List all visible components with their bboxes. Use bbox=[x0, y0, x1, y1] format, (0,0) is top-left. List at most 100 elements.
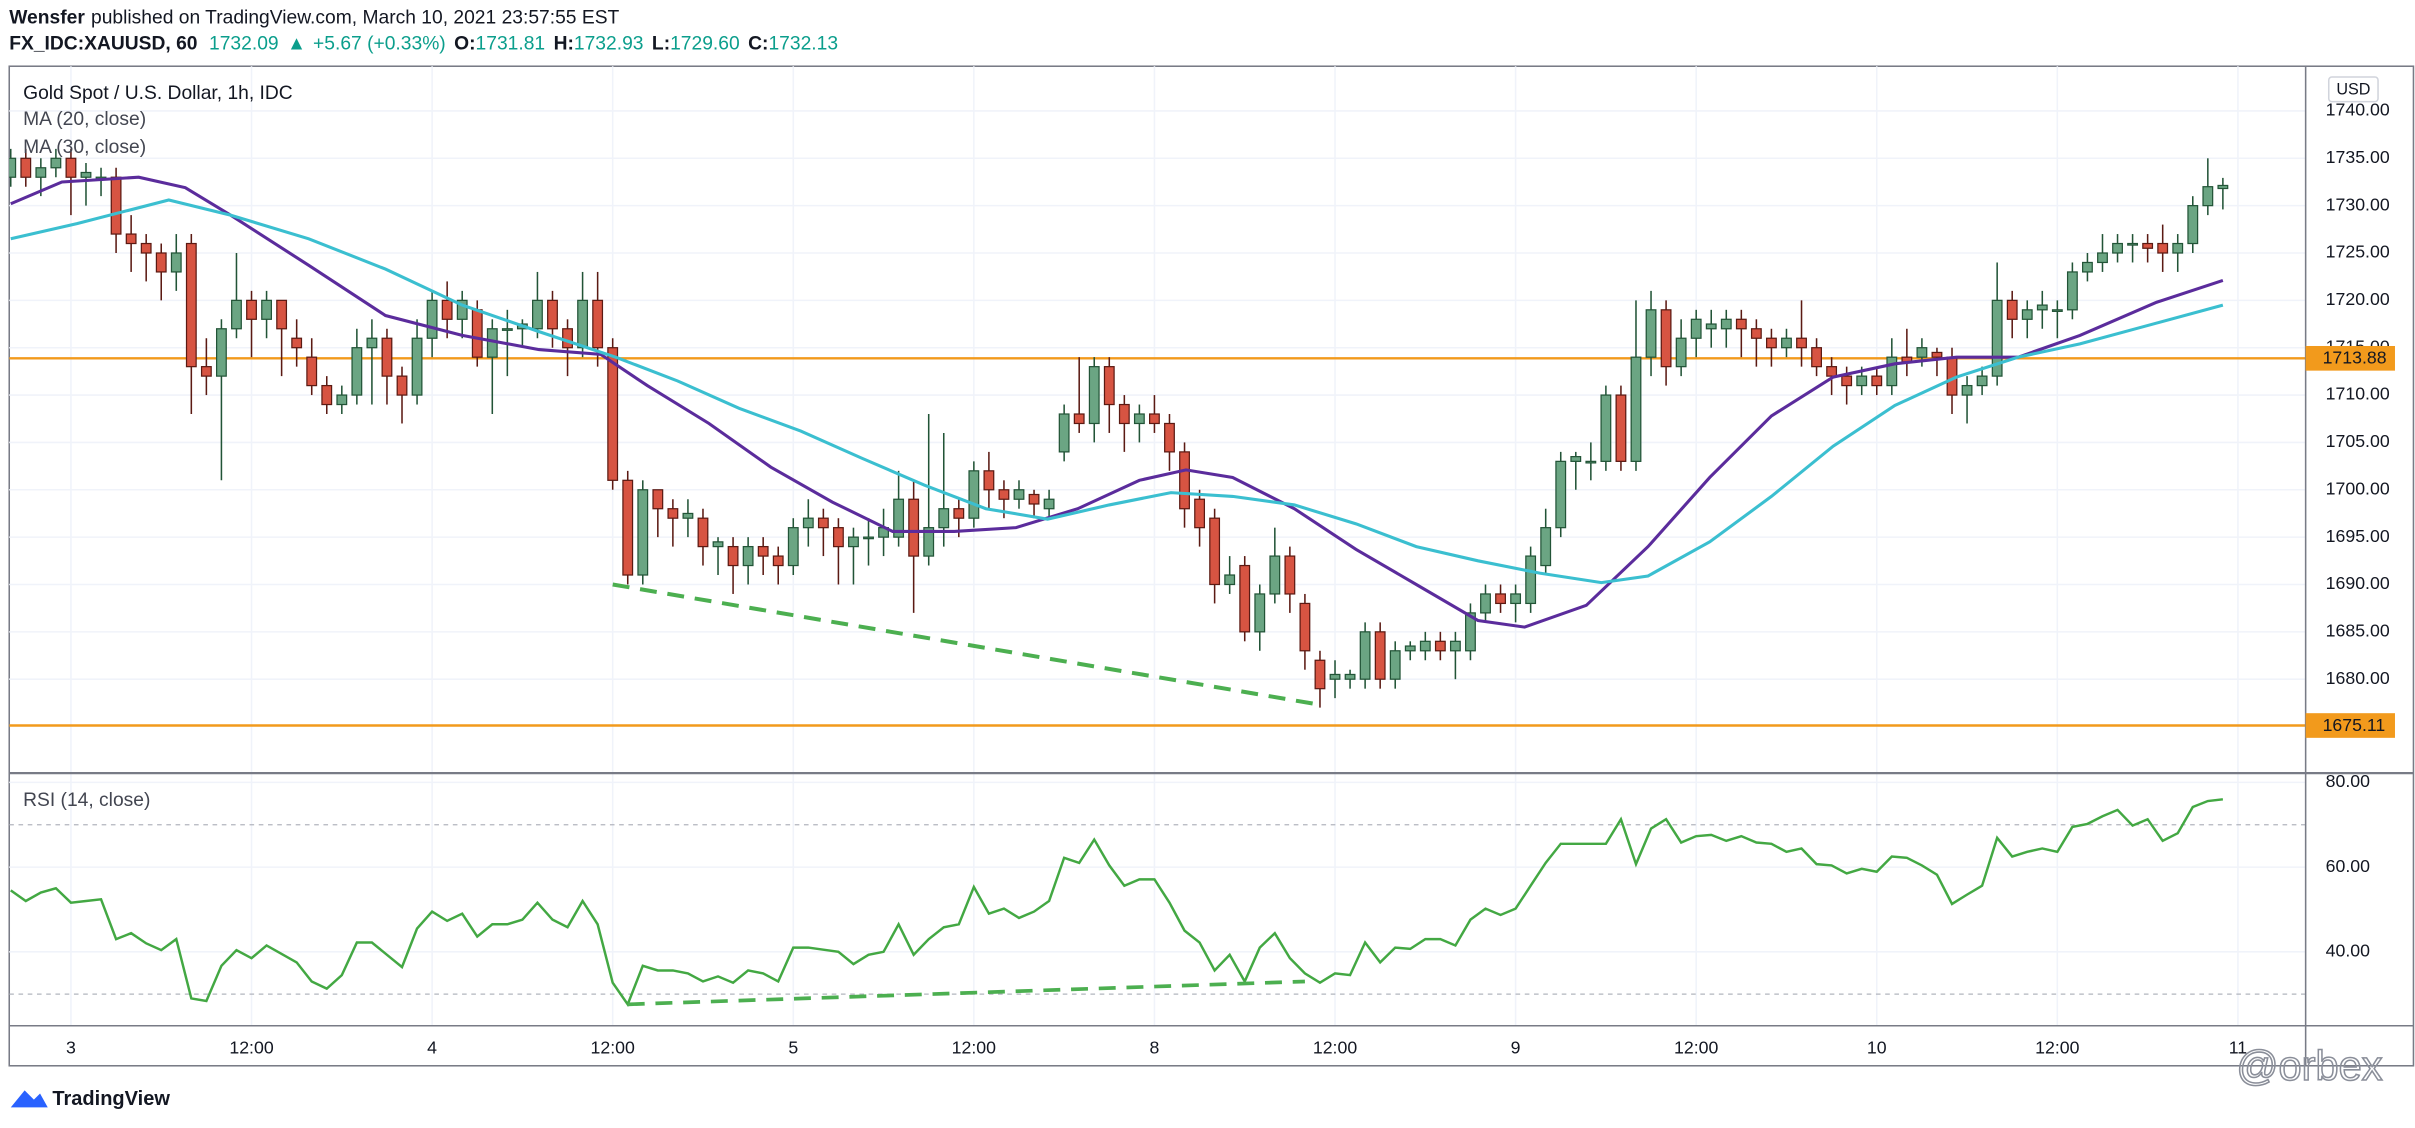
last-price: 1732.09 bbox=[209, 34, 279, 55]
watermark: @orbex bbox=[2236, 1042, 2382, 1089]
candle-body bbox=[336, 394, 348, 406]
candle-body bbox=[200, 366, 212, 377]
y-tick-label: 1690.00 bbox=[2326, 573, 2390, 593]
grid bbox=[9, 66, 2306, 1026]
candle-body bbox=[1389, 650, 1401, 680]
candle-body bbox=[1660, 309, 1672, 368]
candle-body bbox=[1149, 413, 1160, 425]
y-tick-label: 1695.00 bbox=[2326, 526, 2390, 546]
candle-body bbox=[2021, 309, 2033, 320]
currency-box bbox=[2327, 76, 2379, 103]
candle-body bbox=[1540, 527, 1552, 567]
logo-icon bbox=[10, 1090, 48, 1108]
candle-body bbox=[742, 545, 754, 567]
candle-body bbox=[2036, 304, 2048, 311]
candle-body bbox=[592, 299, 604, 349]
x-tick-label: 12:00 bbox=[952, 1038, 996, 1058]
candle-body bbox=[381, 337, 393, 377]
candle-body bbox=[1374, 631, 1386, 680]
candle-body bbox=[607, 347, 619, 481]
candle-body bbox=[110, 176, 122, 235]
candle-body bbox=[1194, 498, 1206, 529]
ohlc-key: O: bbox=[454, 34, 475, 55]
candle-body bbox=[9, 157, 17, 178]
x-tick-label: 9 bbox=[1511, 1038, 1521, 1058]
candle-body bbox=[125, 233, 137, 245]
candle-body bbox=[1796, 337, 1807, 349]
candle-body bbox=[351, 347, 363, 396]
candle-body bbox=[1750, 328, 1762, 339]
ma-legend: MA (20, close) bbox=[23, 109, 146, 130]
candle-body bbox=[1239, 564, 1251, 633]
candle-body bbox=[411, 337, 423, 396]
x-tick-label: 12:00 bbox=[2035, 1038, 2079, 1058]
candle-body bbox=[1705, 323, 1717, 330]
rsi-legend: RSI (14, close) bbox=[23, 790, 150, 811]
candle-body bbox=[1103, 366, 1115, 406]
candle-body bbox=[697, 517, 709, 548]
candle-body bbox=[261, 299, 273, 320]
candle-body bbox=[1043, 498, 1055, 510]
candle-body bbox=[1555, 460, 1567, 529]
candle-body bbox=[1630, 356, 1642, 462]
y-tick-label: 1735.00 bbox=[2326, 147, 2390, 167]
candle-body bbox=[1841, 375, 1853, 387]
candle-body bbox=[1886, 356, 1898, 387]
y-tick-label: 1710.00 bbox=[2326, 384, 2390, 404]
candle-body bbox=[185, 242, 197, 368]
candle-body bbox=[1013, 489, 1025, 500]
candle-body bbox=[953, 508, 965, 519]
candle-body bbox=[2157, 242, 2169, 254]
candle-body bbox=[682, 512, 694, 519]
y-tick-label: 1720.00 bbox=[2326, 289, 2390, 309]
candle-body bbox=[562, 328, 573, 349]
candle-body bbox=[2217, 184, 2229, 190]
candle-body bbox=[1480, 593, 1491, 614]
candle-body bbox=[231, 299, 242, 330]
labels: 1713.88 1675.11 bbox=[2305, 345, 2395, 738]
candle-body bbox=[1675, 337, 1687, 368]
x-tick-label: 8 bbox=[1150, 1038, 1160, 1058]
candle-body bbox=[863, 536, 874, 540]
candle-body bbox=[1510, 593, 1522, 605]
x-tick-label: 12:00 bbox=[591, 1038, 635, 1058]
trendline bbox=[612, 582, 1321, 707]
candle-body bbox=[1916, 347, 1928, 358]
symbol: FX_IDC:XAUUSD, 60 bbox=[9, 34, 197, 55]
candle-body bbox=[291, 337, 303, 349]
candle-body bbox=[2187, 205, 2199, 245]
candle-body bbox=[532, 299, 543, 330]
x-tick-label: 4 bbox=[427, 1038, 437, 1058]
candle-body bbox=[2142, 242, 2154, 249]
moving-average bbox=[10, 198, 2224, 585]
candle-body bbox=[396, 375, 408, 396]
candle-body bbox=[2006, 299, 2018, 320]
candle-body bbox=[1073, 413, 1085, 425]
candle-body bbox=[968, 470, 980, 519]
candle-body bbox=[50, 157, 62, 169]
candle-body bbox=[426, 299, 438, 339]
candle-body bbox=[1299, 602, 1311, 652]
candle-body bbox=[2097, 252, 2108, 264]
ohlc-value: 1729.60 bbox=[670, 34, 740, 55]
candle-body bbox=[1600, 394, 1612, 462]
candle-body bbox=[848, 536, 859, 548]
level-label: 1675.11 bbox=[2323, 715, 2386, 735]
candle-body bbox=[637, 489, 649, 576]
candle-body bbox=[366, 337, 378, 349]
candle-body bbox=[35, 167, 47, 178]
candle-body bbox=[1058, 413, 1070, 453]
candle-body bbox=[1690, 318, 1702, 339]
candle-body bbox=[2112, 242, 2123, 254]
candle-body bbox=[998, 489, 1010, 500]
candle-body bbox=[215, 328, 227, 377]
x-tick-label: 10 bbox=[1867, 1038, 1887, 1058]
candle-body bbox=[1359, 631, 1371, 680]
candle-body bbox=[20, 157, 32, 178]
ohlc-value: 1731.81 bbox=[476, 34, 546, 55]
candle-body bbox=[1735, 318, 1747, 330]
candle-body bbox=[1088, 366, 1100, 425]
candle-body bbox=[667, 508, 679, 519]
level-label: 1713.88 bbox=[2323, 348, 2387, 368]
